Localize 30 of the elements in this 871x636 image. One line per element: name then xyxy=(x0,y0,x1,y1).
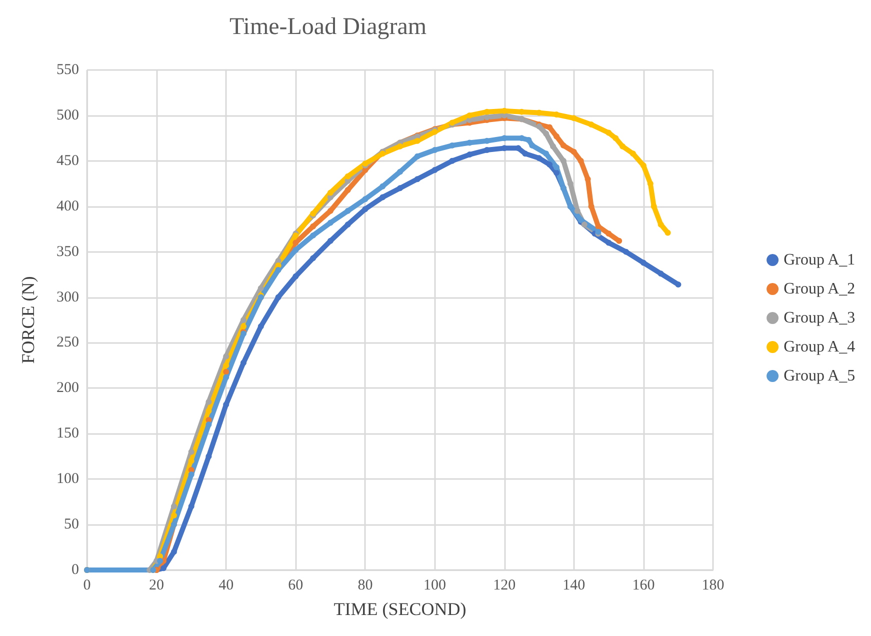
x-tick-label: 140 xyxy=(562,578,586,594)
y-tick-label: 500 xyxy=(56,107,79,124)
x-tick-label: 80 xyxy=(358,578,373,594)
y-tick-label: 300 xyxy=(56,289,79,306)
x-tick-label: 60 xyxy=(288,578,304,594)
x-tick-label: 0 xyxy=(83,578,91,594)
x-tick-label: 100 xyxy=(424,578,446,594)
y-axis-title: FORCE (N) xyxy=(18,276,38,364)
y-tick-label: 350 xyxy=(56,244,79,260)
x-tick-label: 20 xyxy=(149,578,164,594)
y-tick-label: 50 xyxy=(64,516,79,533)
y-tick-label: 200 xyxy=(56,380,79,396)
chart-title: Time-Load Diagram xyxy=(229,14,427,40)
legend-label: Group A_2 xyxy=(784,280,856,298)
legend-label: Group A_3 xyxy=(784,310,856,326)
y-tick-label: 550 xyxy=(56,62,79,78)
x-tick-label: 40 xyxy=(218,578,234,594)
x-axis-title: TIME (SECOND) xyxy=(334,599,466,619)
legend-label: Group A_4 xyxy=(784,338,856,356)
y-tick-label: 100 xyxy=(56,471,79,488)
x-tick-label: 120 xyxy=(493,578,516,594)
legend-label: Group A_1 xyxy=(784,252,856,268)
x-tick-label: 180 xyxy=(702,578,724,594)
y-tick-label: 250 xyxy=(56,334,79,351)
y-tick-label: 400 xyxy=(56,198,79,214)
x-tick-label: 160 xyxy=(632,578,655,594)
y-tick-label: 0 xyxy=(72,562,79,578)
legend-label: Group A_5 xyxy=(784,368,856,384)
y-tick-label: 150 xyxy=(56,426,79,442)
y-tick-label: 450 xyxy=(56,152,79,169)
